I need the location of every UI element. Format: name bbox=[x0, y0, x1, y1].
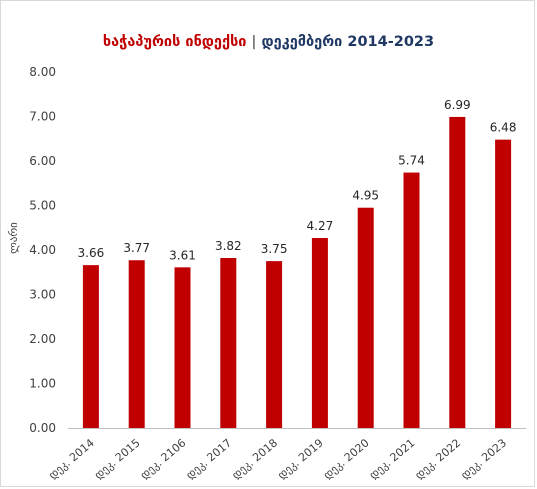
data-label: 6.48 bbox=[490, 121, 517, 135]
y-tick-label: 0.00 bbox=[29, 421, 56, 435]
bar bbox=[220, 258, 237, 428]
data-label: 3.66 bbox=[78, 246, 105, 260]
y-tick-label: 3.00 bbox=[29, 288, 56, 302]
chart-subtitle: დეკემბერი 2014-2023 bbox=[261, 34, 435, 50]
x-tick-label: დეკ. 2018 bbox=[229, 436, 280, 481]
bar bbox=[128, 260, 145, 428]
y-tick-label: 5.00 bbox=[29, 199, 56, 213]
bar bbox=[403, 172, 420, 428]
x-tick-label: დეკ. 2020 bbox=[321, 436, 372, 481]
data-label: 3.61 bbox=[169, 248, 196, 262]
x-tick-label: დეკ. 2017 bbox=[184, 436, 235, 481]
bar bbox=[311, 237, 328, 428]
title-separator: | bbox=[251, 34, 257, 50]
x-tick-label: დეკ. 2022 bbox=[413, 436, 464, 481]
data-label: 5.74 bbox=[398, 154, 425, 168]
y-axis-label: ლარი bbox=[7, 222, 20, 254]
x-tick-label: დეკ. 2015 bbox=[92, 436, 143, 481]
bars-group bbox=[82, 116, 512, 428]
bar bbox=[174, 267, 191, 428]
y-tick-label: 8.00 bbox=[29, 65, 56, 79]
bar bbox=[82, 265, 99, 428]
data-label: 3.82 bbox=[215, 239, 242, 253]
bar bbox=[357, 207, 374, 428]
y-tick-label: 4.00 bbox=[29, 243, 56, 257]
y-tick-label: 2.00 bbox=[29, 332, 56, 346]
y-tick-label: 7.00 bbox=[29, 110, 56, 124]
data-label: 6.99 bbox=[444, 98, 471, 112]
value-labels-group: 3.66 3.77 3.61 3.82 3.75 4.27 4.95 5.74 6.99 6.48 bbox=[78, 98, 517, 262]
bar bbox=[266, 261, 283, 428]
data-label: 3.75 bbox=[261, 242, 288, 256]
y-tick-label: 1.00 bbox=[29, 377, 56, 391]
x-tick-label: დეკ. 2019 bbox=[275, 436, 326, 481]
data-label: 4.27 bbox=[307, 219, 334, 233]
x-tick-label: დეკ. 2023 bbox=[458, 436, 509, 481]
x-tick-label: დეკ. 2014 bbox=[46, 436, 97, 481]
x-tick-label: დეკ. 2021 bbox=[367, 436, 418, 481]
chart-title: ხაჭაპურის ინდექსი bbox=[102, 34, 247, 50]
bar bbox=[495, 139, 512, 428]
y-tick-label: 6.00 bbox=[29, 154, 56, 168]
y-axis: 0.00 1.00 2.00 3.00 4.00 5.00 6.00 7.00 8.00 bbox=[29, 65, 56, 435]
x-tick-label: დეკ. 2106 bbox=[138, 436, 189, 481]
data-label: 4.95 bbox=[352, 189, 379, 203]
data-label: 3.77 bbox=[123, 241, 150, 255]
bar bbox=[449, 116, 466, 428]
chart-title-block: ხაჭაპურის ინდექსი | დეკემბერი 2014-2023 bbox=[0, 34, 537, 50]
